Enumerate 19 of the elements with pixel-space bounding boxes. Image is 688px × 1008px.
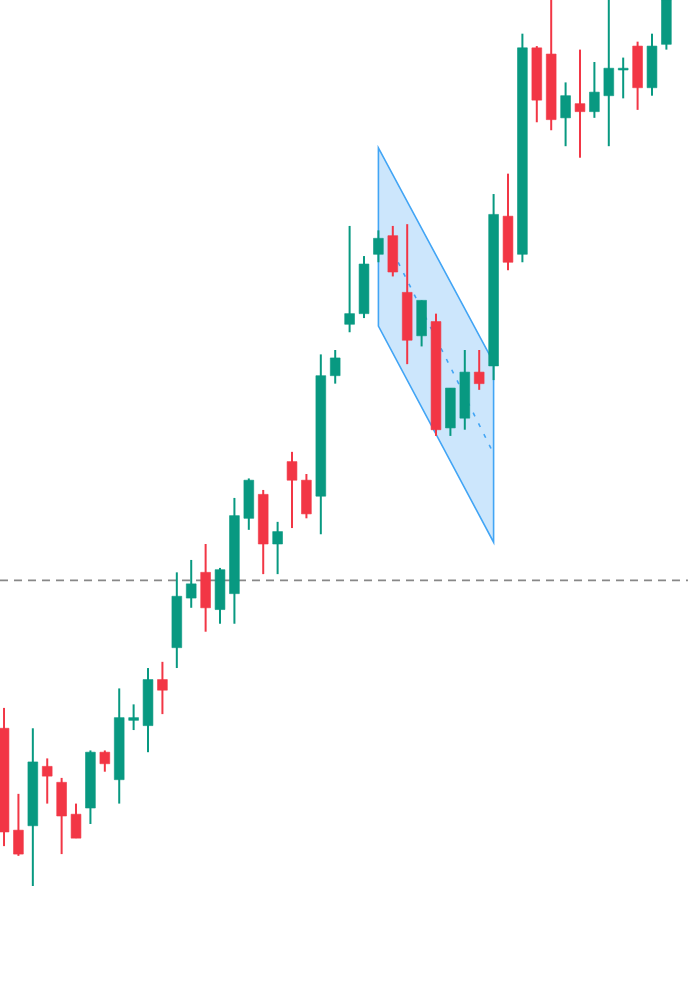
candlestick — [632, 40, 643, 111]
candlestick — [502, 172, 514, 272]
candlestick — [661, 0, 672, 51]
candlestick — [416, 299, 427, 348]
candlestick — [387, 224, 398, 278]
candlestick — [373, 229, 384, 264]
candlestick — [618, 56, 629, 100]
candlestick — [186, 558, 197, 609]
candlestick — [157, 660, 168, 716]
candlestick — [574, 48, 586, 159]
candlestick — [560, 81, 571, 148]
candlestick — [42, 757, 53, 805]
candlestick — [99, 749, 111, 773]
candlestick — [402, 223, 413, 366]
candlestick — [646, 32, 658, 97]
candlestick — [330, 348, 341, 385]
candlestick — [200, 543, 211, 633]
candlestick — [474, 348, 485, 391]
candlestick — [272, 520, 283, 576]
